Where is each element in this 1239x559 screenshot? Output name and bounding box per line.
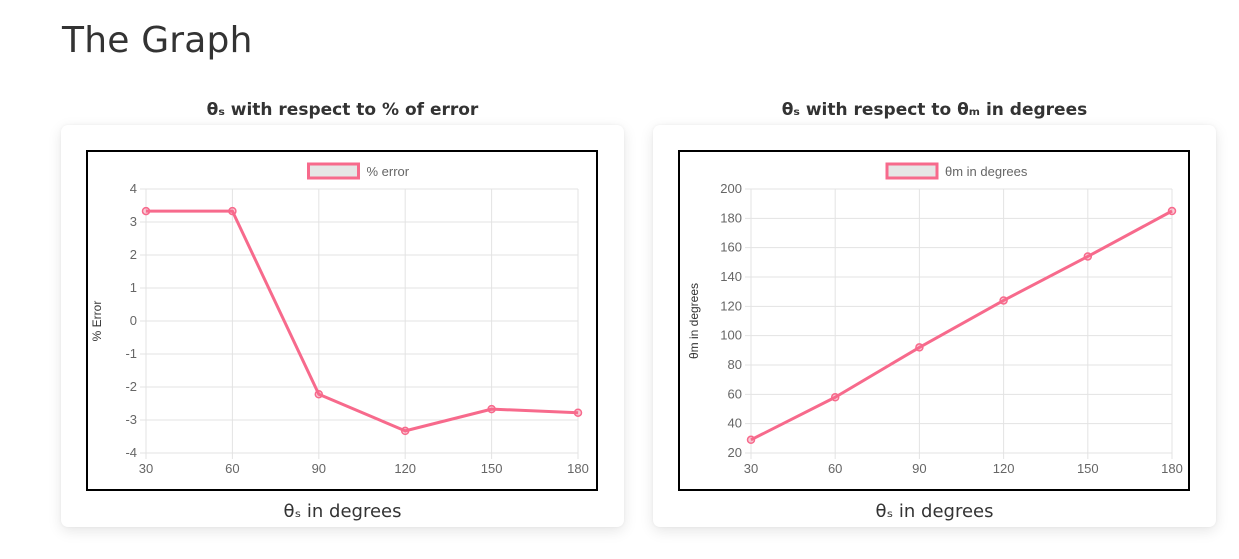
x-tick-label: 150: [481, 461, 503, 476]
y-tick-label: 2: [130, 247, 137, 262]
y-tick-label: -1: [125, 346, 137, 361]
data-point: [915, 343, 924, 352]
x-tick-label: 120: [394, 461, 416, 476]
data-point: [1083, 252, 1093, 261]
legend: % error: [307, 162, 410, 180]
plot-frame: 200 180 160 140 120 100 80 60 40 20 30 60 90 120 150 18…: [678, 150, 1190, 491]
y-tick-label: -2: [125, 379, 137, 394]
data-point: [228, 206, 237, 216]
chart-svg-error[interactable]: 4 3 2 1 0 -1 -2 -3 -430 60 90 120 150 180 % Error % err…: [88, 152, 596, 489]
data-point: [314, 390, 324, 399]
y-axis-label: θm in degrees: [687, 283, 701, 359]
chart-card-theta-m: 200 180 160 140 120 100 80 60 40 20 30 60 90 120 150 18…: [653, 125, 1216, 527]
y-tick-label: 200: [720, 181, 742, 196]
y-tick-label: 0: [130, 313, 137, 328]
x-tick-label: 60: [225, 461, 239, 476]
chart-title-theta-m: θₛ with respect to θₘ in degrees: [781, 100, 1088, 120]
y-tick-label: 3: [130, 214, 137, 229]
y-tick-label: -3: [125, 412, 137, 427]
y-tick-label: 60: [728, 386, 742, 401]
data-point: [1167, 206, 1177, 216]
data-point: [830, 393, 840, 402]
y-tick-label: 4: [130, 181, 137, 196]
page-title: The Graph: [62, 20, 253, 61]
y-tick-label: 100: [720, 328, 742, 343]
x-tick-label: 30: [744, 461, 758, 476]
x-tick-label: 180: [567, 461, 589, 476]
chart-title-error: θₛ with respect to % of error: [206, 100, 479, 120]
y-tick-label: 1: [130, 280, 137, 295]
series-line: [750, 209, 1173, 442]
x-axis-caption: θₛ in degrees: [875, 501, 994, 522]
chart-card-error: 4 3 2 1 0 -1 -2 -3 -4 30 60 90 120 150 180 % Error % err…: [61, 125, 624, 527]
y-tick-label: 20: [728, 445, 742, 460]
y-tick-label: 40: [728, 416, 742, 431]
data-point: [573, 408, 583, 417]
y-tick-label: -4: [125, 445, 137, 460]
x-tick-label: 150: [1077, 461, 1099, 476]
y-tick-label: 120: [720, 298, 742, 313]
x-tick-label: 30: [139, 461, 153, 476]
legend-label: θm in degrees: [945, 164, 1028, 179]
legend-label: % error: [367, 164, 410, 179]
series-line: [146, 209, 579, 433]
x-tick-label: 90: [912, 461, 926, 476]
y-tick-label: 180: [720, 210, 742, 225]
data-point: [400, 426, 410, 436]
data-point: [999, 296, 1008, 305]
x-tick-label: 120: [993, 461, 1015, 476]
y-axis-label: % Error: [90, 301, 104, 342]
x-axis-caption: θₛ in degrees: [283, 501, 402, 522]
y-tick-label: 80: [728, 357, 742, 372]
data-point: [141, 206, 151, 216]
y-tick-label: 160: [720, 240, 742, 255]
x-tick-label: 180: [1161, 461, 1183, 476]
y-tick-label: 140: [720, 269, 742, 284]
plot-frame: 4 3 2 1 0 -1 -2 -3 -4 30 60 90 120 150 180 % Error % err…: [86, 150, 598, 491]
legend: θm in degrees: [885, 162, 1028, 180]
x-tick-label: 60: [828, 461, 842, 476]
x-tick-label: 90: [312, 461, 326, 476]
data-point: [746, 435, 756, 445]
data-point: [487, 404, 496, 414]
legend-swatch: [885, 162, 939, 180]
legend-swatch: [307, 162, 360, 180]
